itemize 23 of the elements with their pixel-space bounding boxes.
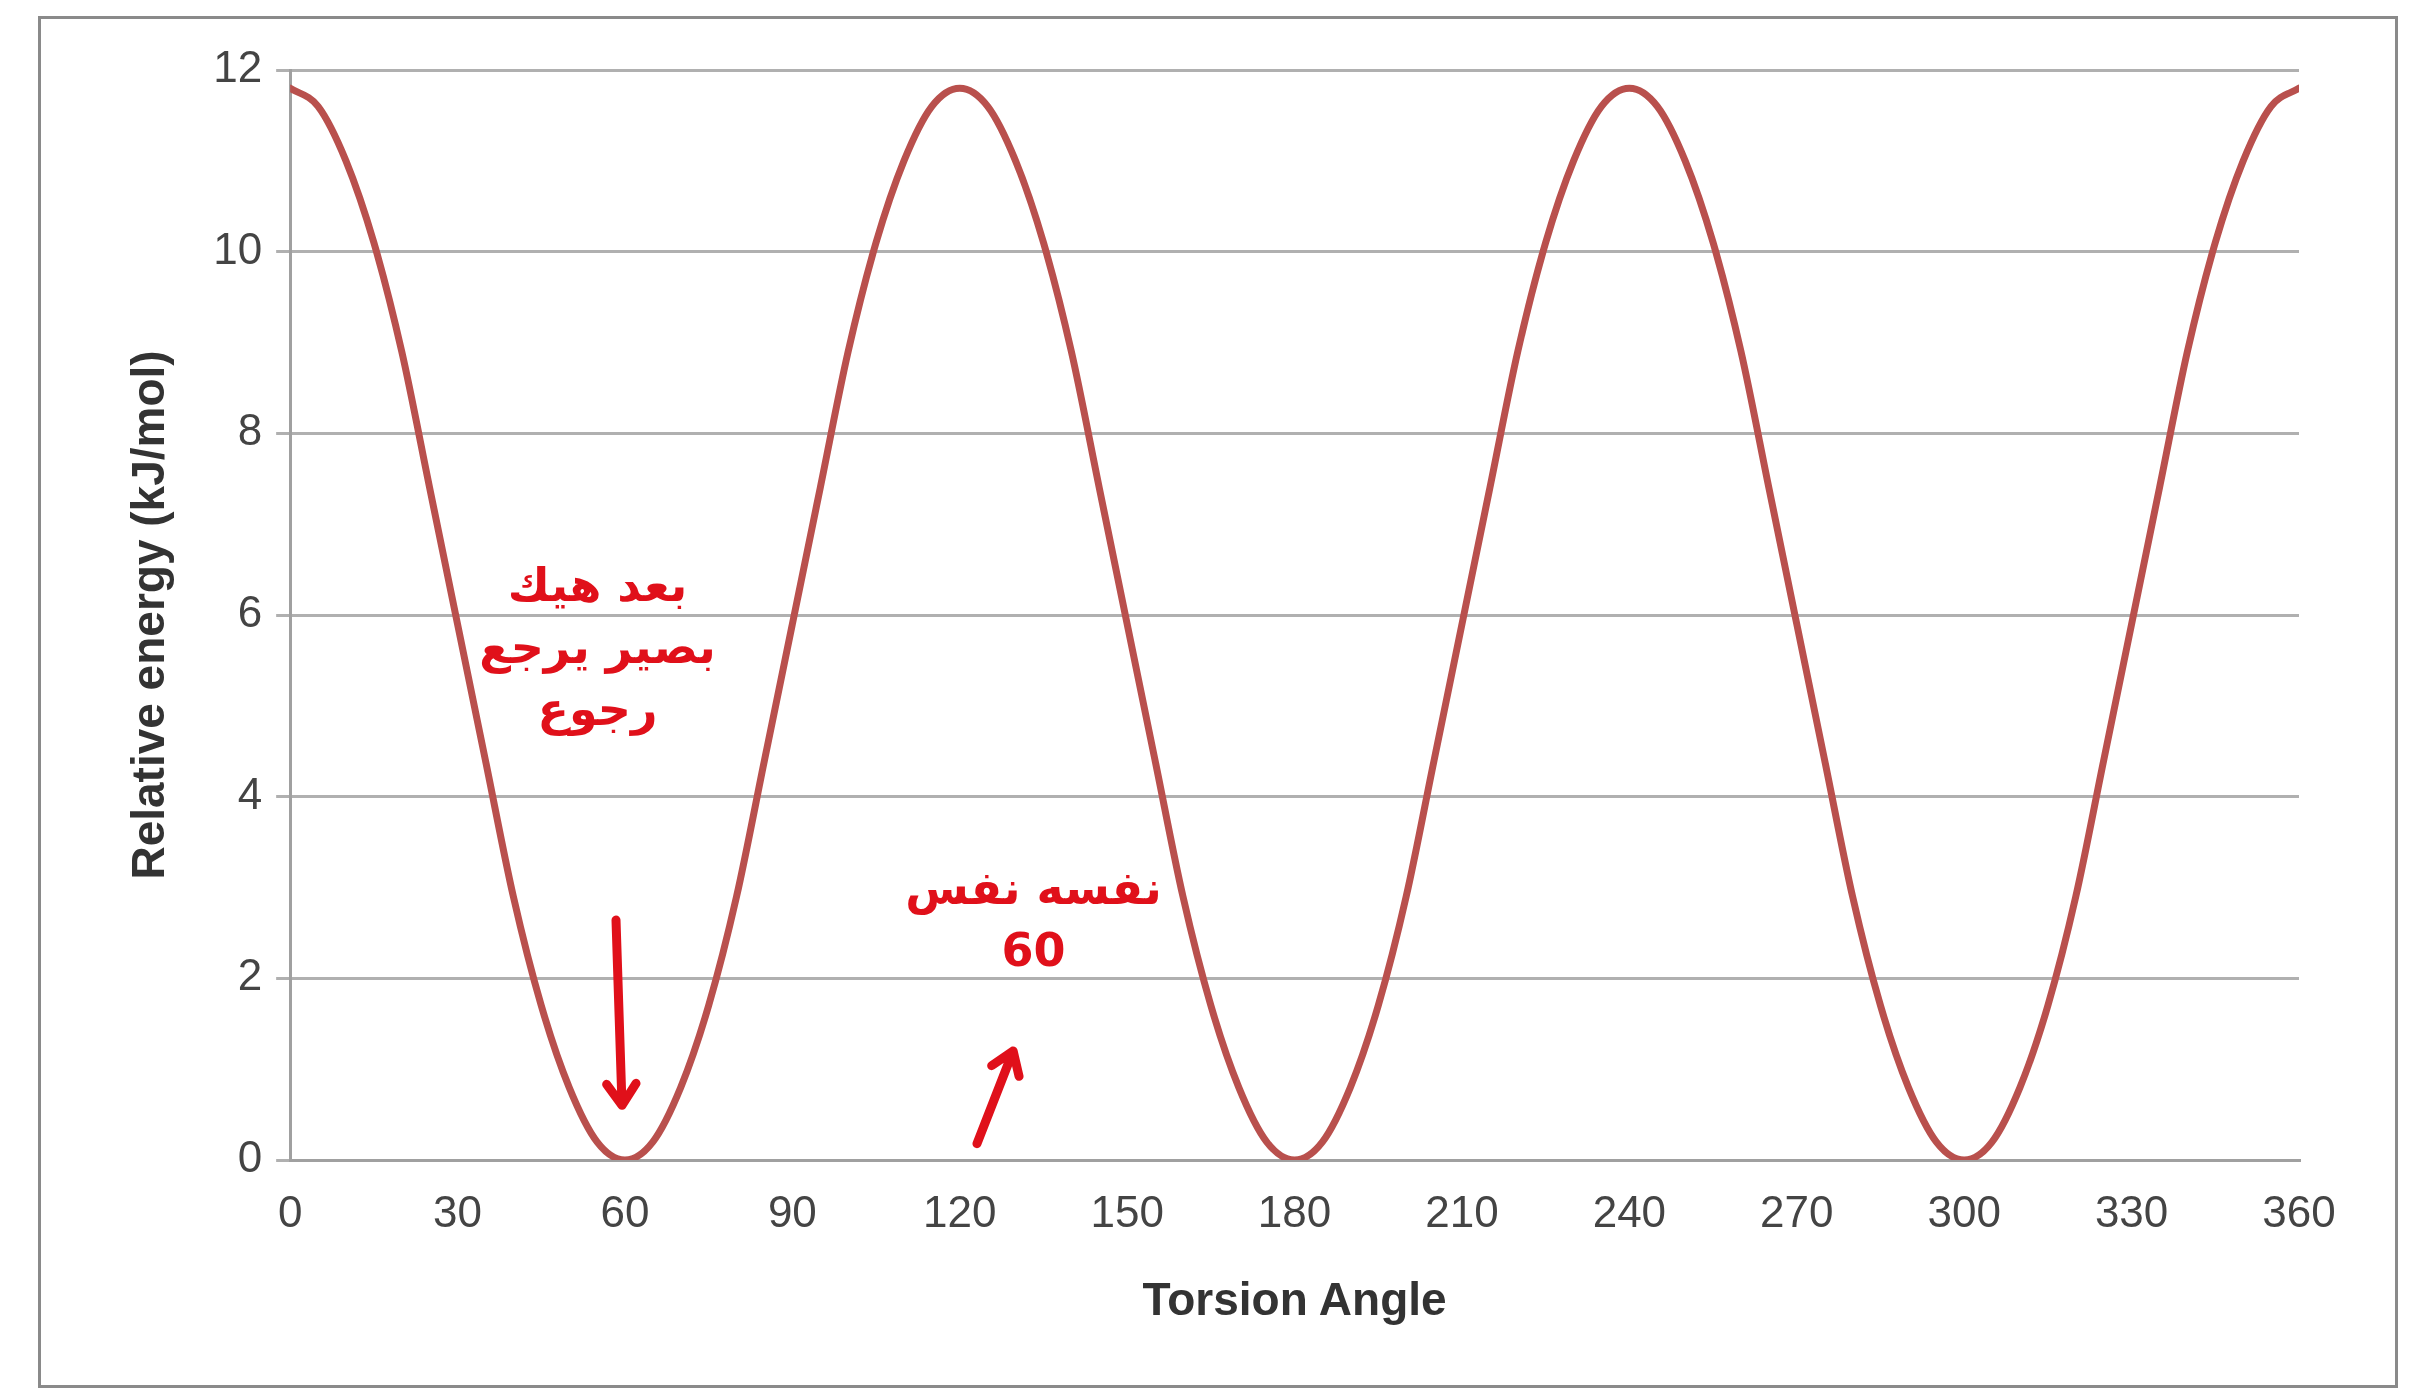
x-tick-label: 90 — [767, 1186, 817, 1236]
x-tick-label: 300 — [1927, 1186, 2001, 1236]
x-tick-label: 360 — [2262, 1186, 2336, 1236]
y-tick-label: 10 — [213, 223, 263, 273]
x-tick-label: 240 — [1592, 1186, 1667, 1236]
x-tick-label: 330 — [2094, 1186, 2169, 1236]
x-tick-label: 150 — [1090, 1186, 1164, 1236]
y-tick-label: 2 — [237, 950, 263, 1000]
x-tick-label: 0 — [277, 1186, 303, 1236]
x-tick-label: 30 — [433, 1186, 483, 1236]
y-tick-label: 6 — [237, 587, 263, 637]
y-tick-label: 8 — [237, 405, 263, 455]
x-tick-label: 270 — [1760, 1186, 1834, 1236]
x-tick-label: 180 — [1257, 1186, 1332, 1236]
y-tick-label: 0 — [237, 1132, 263, 1182]
x-tick-label: 210 — [1425, 1186, 1499, 1236]
y-axis-title: Relative energy (kJ/mol) — [122, 350, 175, 880]
y-tick-label: 4 — [237, 768, 263, 818]
y-tick-label: 12 — [213, 42, 263, 92]
x-tick-label: 120 — [923, 1186, 997, 1236]
x-axis-title: Torsion Angle — [1142, 1273, 1447, 1326]
annotation: بعد هيك بصير يرجع رجوع — [479, 557, 716, 736]
x-tick-label: 60 — [600, 1186, 650, 1236]
